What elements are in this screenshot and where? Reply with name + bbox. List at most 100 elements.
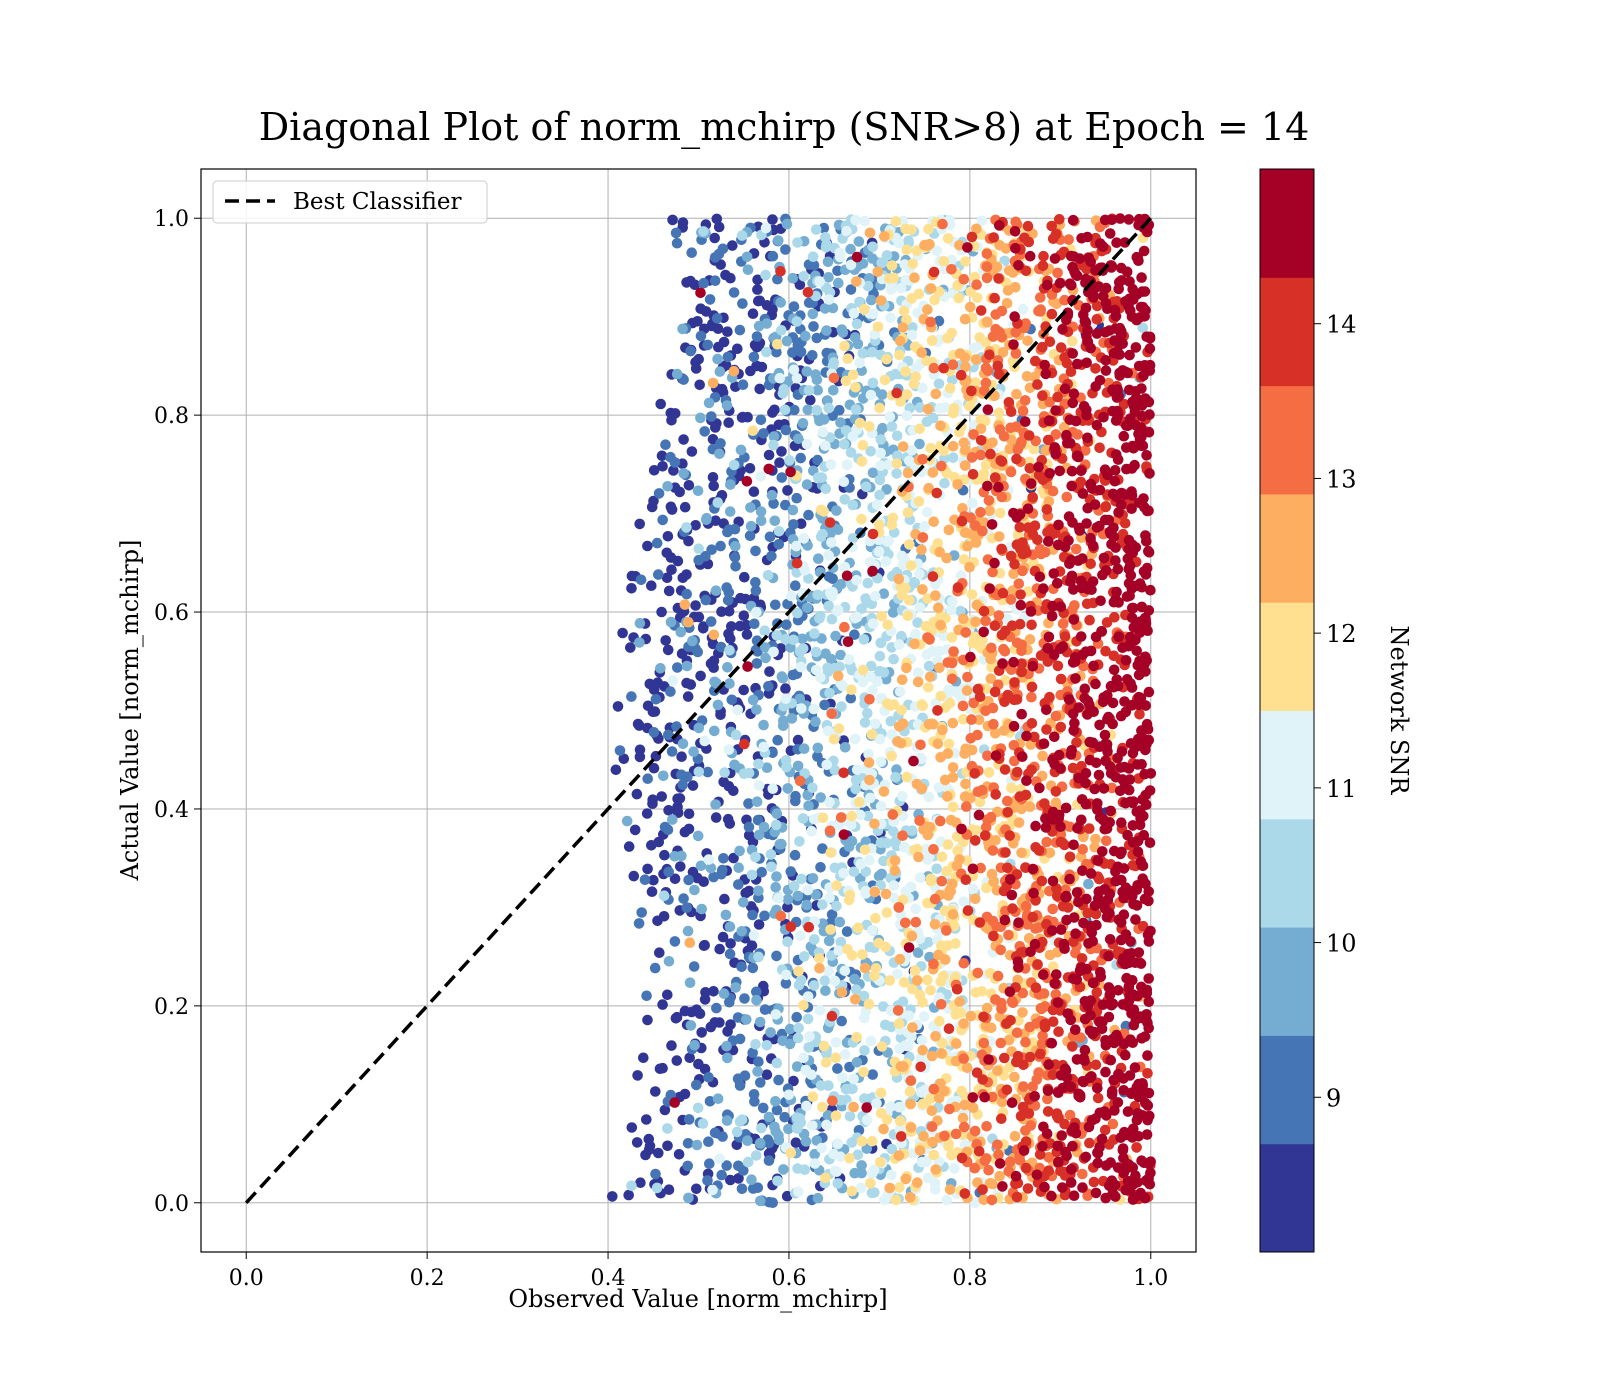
scatter-point — [1035, 548, 1047, 560]
scatter-point — [957, 713, 969, 725]
scatter-point — [1002, 795, 1013, 807]
scatter-point — [830, 630, 841, 642]
scatter-point — [1127, 820, 1139, 831]
scatter-point — [771, 1104, 783, 1116]
scatter-point — [769, 515, 781, 527]
scatter-point — [891, 458, 903, 469]
scatter-point — [752, 274, 763, 286]
scatter-point — [1061, 429, 1072, 441]
scatter-point — [907, 825, 918, 836]
scatter-point — [931, 863, 942, 875]
scatter-point — [1036, 875, 1048, 887]
scatter-point — [924, 671, 936, 683]
scatter-point — [844, 889, 856, 901]
scatter-point — [948, 646, 959, 657]
scatter-point — [817, 528, 828, 540]
scatter-point — [1092, 855, 1104, 866]
scatter-point — [927, 467, 939, 478]
scatter-point — [855, 1182, 867, 1194]
scatter-point — [662, 531, 674, 542]
scatter-point — [1072, 429, 1083, 440]
scatter-point — [894, 1043, 905, 1054]
scatter-point — [790, 790, 801, 802]
scatter-point — [925, 442, 936, 454]
scatter-point — [990, 728, 1001, 739]
scatter-point — [721, 400, 733, 411]
scatter-point — [671, 237, 683, 249]
scatter-point — [779, 404, 791, 416]
scatter-point — [785, 866, 797, 877]
scatter-point — [972, 729, 983, 741]
scatter-point — [665, 451, 676, 463]
scatter-point — [662, 989, 673, 1001]
scatter-point — [1033, 305, 1044, 317]
scatter-point — [1075, 465, 1087, 477]
scatter-point — [922, 854, 933, 865]
scatter-point — [787, 504, 799, 516]
scatter-point — [725, 272, 736, 284]
scatter-point — [778, 715, 789, 726]
scatter-point — [816, 1142, 827, 1154]
scatter-point — [716, 1169, 727, 1181]
scatter-point — [1047, 903, 1058, 915]
scatter-point — [992, 1139, 1003, 1151]
scatter-point — [847, 431, 859, 442]
scatter-point — [985, 673, 997, 684]
scatter-point — [1007, 267, 1019, 278]
scatter-point — [876, 611, 888, 622]
scatter-point — [907, 1022, 918, 1033]
scatter-point — [1070, 928, 1081, 939]
scatter-point — [788, 634, 799, 646]
scatter-point — [870, 912, 881, 924]
scatter-point — [986, 519, 998, 530]
scatter-point — [1081, 518, 1092, 529]
scatter-point — [1100, 1035, 1111, 1046]
scatter-point — [699, 426, 710, 437]
scatter-point — [1075, 1032, 1086, 1043]
scatter-point — [678, 468, 689, 479]
scatter-point — [1024, 801, 1036, 812]
scatter-point — [1032, 534, 1043, 546]
scatter-point — [932, 538, 944, 549]
scatter-point — [719, 767, 730, 778]
scatter-point — [747, 694, 759, 706]
scatter-point — [712, 1093, 724, 1104]
scatter-point — [1010, 1178, 1021, 1190]
scatter-point — [653, 488, 665, 499]
scatter-point — [803, 573, 814, 584]
scatter-point — [1009, 755, 1020, 767]
scatter-point — [854, 417, 866, 429]
scatter-point — [808, 260, 820, 271]
scatter-point — [770, 882, 781, 893]
scatter-point — [990, 835, 1001, 846]
scatter-point — [1100, 501, 1111, 513]
scatter-point — [853, 236, 865, 247]
scatter-point — [717, 1131, 728, 1142]
scatter-point — [909, 577, 920, 589]
scatter-point — [1064, 1109, 1076, 1121]
scatter-point — [1109, 1105, 1120, 1116]
scatter-point — [753, 885, 764, 897]
scatter-point — [881, 250, 893, 261]
scatter-point — [957, 700, 969, 712]
scatter-point — [862, 708, 873, 719]
scatter-point — [808, 980, 820, 991]
scatter-point — [981, 316, 993, 328]
scatter-point — [758, 980, 769, 992]
scatter-point — [943, 738, 955, 750]
scatter-point — [791, 1011, 802, 1023]
scatter-point — [707, 1184, 718, 1196]
scatter-point — [959, 1188, 971, 1199]
scatter-point — [1012, 766, 1023, 778]
scatter-point — [933, 602, 944, 614]
scatter-point — [1020, 1036, 1031, 1048]
scatter-point — [802, 884, 814, 896]
scatter-point — [888, 880, 900, 891]
scatter-point — [893, 237, 905, 249]
scatter-point — [959, 1099, 970, 1111]
scatter-point — [753, 320, 765, 332]
scatter-point — [1065, 366, 1077, 378]
scatter-point — [862, 810, 874, 822]
scatter-point — [947, 762, 959, 773]
scatter-point — [694, 379, 705, 391]
